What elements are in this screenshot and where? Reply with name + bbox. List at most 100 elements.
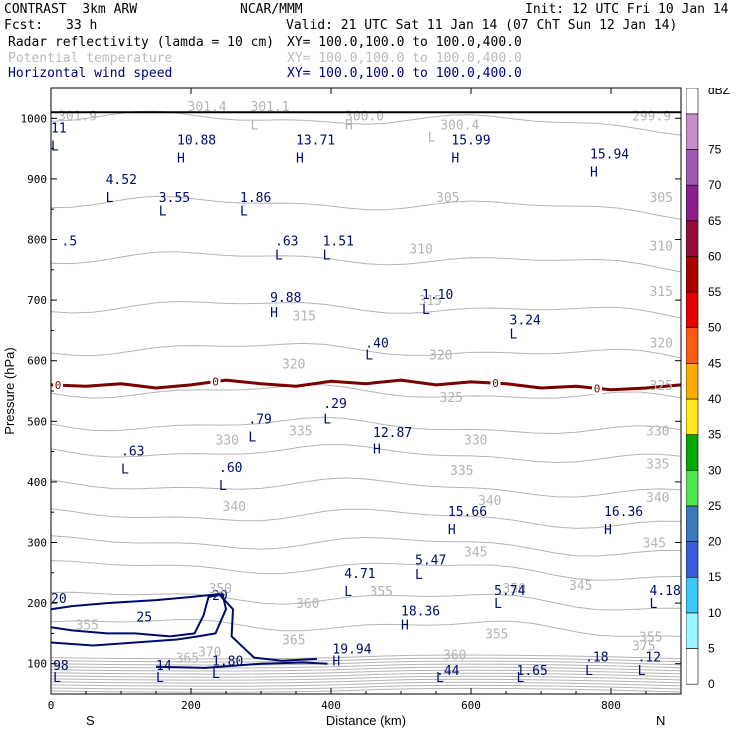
wind-contour bbox=[51, 592, 318, 662]
freezing-label-bg bbox=[490, 377, 501, 390]
colorbar-swatch bbox=[686, 541, 699, 578]
extrema-label: .29 bbox=[323, 397, 346, 412]
wind-contour-label: 20 bbox=[51, 592, 67, 607]
colorbar-swatch bbox=[686, 434, 699, 471]
colorbar-swatch bbox=[686, 291, 699, 329]
colorbar-swatch bbox=[686, 256, 699, 293]
extrema-label: 5.74 bbox=[494, 584, 525, 599]
freezing-level: 0 0 0 0 bbox=[51, 375, 681, 395]
theta-contour bbox=[51, 416, 681, 435]
extrema-label: H bbox=[373, 443, 381, 458]
extrema-label: 15.94 bbox=[590, 147, 629, 162]
extrema-label: L bbox=[156, 671, 164, 686]
colorbar-level: 55 bbox=[708, 285, 722, 299]
theta-label: 360 bbox=[443, 649, 466, 664]
valid-time: Valid: 21 UTC Sat 11 Jan 14 (07 ChT Sun … bbox=[286, 18, 678, 33]
theta-label: 310 bbox=[650, 240, 673, 255]
theta-label: 305 bbox=[650, 191, 673, 206]
colorbar-unit: dBZ bbox=[708, 88, 730, 97]
extrema-label: L bbox=[510, 327, 518, 342]
wind-contour bbox=[51, 592, 228, 647]
freezing-label-bg bbox=[210, 375, 221, 388]
extrema-label: L bbox=[251, 118, 259, 133]
extrema-label: 4.18 bbox=[650, 584, 681, 599]
colorbar-swatch bbox=[686, 88, 699, 115]
extrema-label: L bbox=[436, 671, 444, 686]
extrema-label: L bbox=[422, 303, 430, 318]
field-wind-xy: XY= 100.0,100.0 to 100.0,400.0 bbox=[287, 66, 522, 81]
theta-label: 330 bbox=[216, 433, 239, 448]
theta-label: 340 bbox=[646, 491, 669, 506]
theta-label: 335 bbox=[646, 458, 669, 473]
extrema-label: 15.99 bbox=[451, 134, 490, 149]
extrema-label: H bbox=[448, 523, 456, 538]
extrema-label: .60 bbox=[219, 461, 242, 476]
theta-contour-upper bbox=[51, 672, 681, 678]
extrema-label: .18 bbox=[585, 650, 608, 665]
theta-label: 325 bbox=[650, 379, 673, 394]
theta-label: 350 bbox=[209, 582, 232, 597]
extrema-label: L bbox=[121, 463, 129, 478]
extrema-label: 4.52 bbox=[106, 173, 137, 188]
extrema-label: .63 bbox=[275, 235, 298, 250]
theta-contour-upper bbox=[51, 687, 681, 693]
extrema-label: 1.80 bbox=[212, 655, 243, 670]
theta-contour bbox=[51, 251, 681, 273]
extrema-label: H bbox=[451, 152, 459, 167]
theta-label: 325 bbox=[440, 391, 463, 406]
extrema-label: 15.66 bbox=[448, 505, 487, 520]
extrema-label: 10.88 bbox=[177, 134, 216, 149]
extrema-label: H bbox=[590, 166, 598, 181]
extrema-label: L bbox=[650, 597, 658, 612]
extrema-label: H bbox=[332, 655, 340, 670]
colorbar-level: 10 bbox=[708, 606, 722, 620]
field-theta-xy: XY= 100.0,100.0 to 100.0,400.0 bbox=[287, 51, 522, 66]
extrema-label: L bbox=[106, 191, 114, 206]
colorbar-swatch bbox=[686, 149, 699, 186]
colorbar-level: 0 bbox=[708, 677, 715, 691]
extrema-label: .12 bbox=[638, 650, 661, 665]
theta-contour bbox=[51, 508, 681, 529]
extrema-label: L bbox=[494, 597, 502, 612]
extrema-label: 16.36 bbox=[604, 505, 643, 520]
extrema-label: H bbox=[604, 523, 612, 538]
theta-contour bbox=[51, 300, 681, 319]
theta-contour-upper bbox=[51, 657, 681, 663]
extrema-label: .63 bbox=[121, 444, 144, 459]
x-tick-label: 600 bbox=[461, 699, 481, 712]
fcst-label: Fcst: bbox=[4, 18, 44, 33]
theta-label: 350 bbox=[503, 582, 526, 597]
colorbar-swatch bbox=[686, 648, 699, 685]
theta-contour-upper bbox=[51, 669, 681, 675]
colorbar-swatch bbox=[686, 113, 699, 150]
extrema-label: L bbox=[344, 585, 352, 600]
extrema-label: H bbox=[296, 152, 304, 167]
extrema-label: L bbox=[323, 249, 331, 264]
fcst-value: 33 h bbox=[66, 18, 98, 33]
colorbar-level: 35 bbox=[708, 428, 722, 442]
wind-contours: 20 25 20 bbox=[51, 589, 328, 669]
freezing-level-label: 0 bbox=[594, 382, 601, 395]
theta-contour bbox=[51, 195, 681, 220]
y-tick-label: 600 bbox=[27, 355, 47, 368]
colorbar-swatch bbox=[686, 184, 699, 222]
colorbar-swatch bbox=[686, 327, 699, 364]
y-tick-label: 200 bbox=[27, 597, 47, 610]
theta-label: 355 bbox=[639, 630, 662, 645]
theta-contour-upper bbox=[51, 681, 681, 687]
theta-contour-upper bbox=[51, 675, 681, 681]
extrema-label: H bbox=[345, 118, 353, 133]
colorbar-swatch bbox=[686, 398, 699, 435]
theta-contour bbox=[51, 477, 681, 498]
extrema-label: 13.71 bbox=[296, 134, 335, 149]
theta-label: 305 bbox=[436, 191, 459, 206]
extrema-label: 1.65 bbox=[517, 664, 548, 679]
theta-label: 345 bbox=[569, 579, 592, 594]
theta-contour-upper bbox=[51, 654, 681, 660]
freezing-level-label: 0 bbox=[55, 379, 62, 392]
extrema-label: 1.10 bbox=[422, 288, 453, 303]
y-tick-label: 400 bbox=[27, 476, 47, 489]
extrema-label: L bbox=[219, 479, 227, 494]
theta-label: 365 bbox=[176, 652, 199, 667]
